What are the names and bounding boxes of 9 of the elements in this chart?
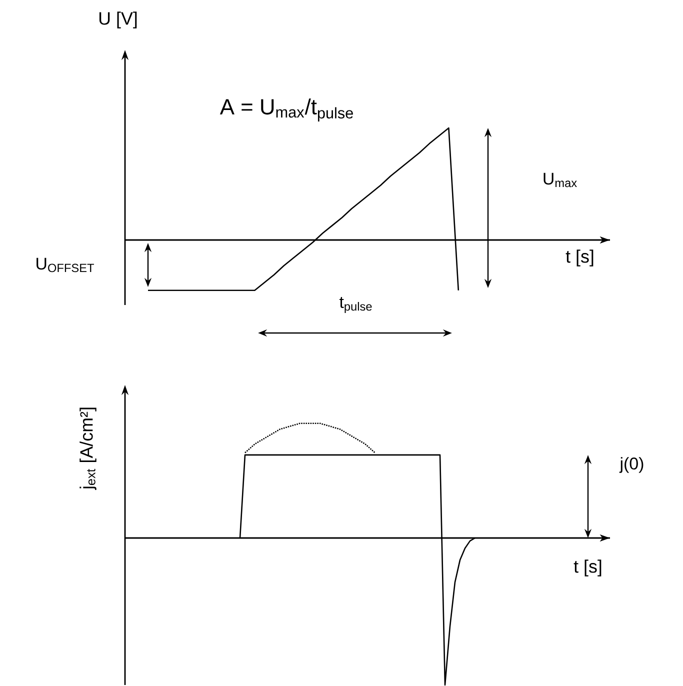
text: U$_{max}$ — [544, 172, 577, 188]
x-axis-title: t [s] — [566, 250, 594, 266]
text: t$_{pulse}$ — [339, 296, 372, 314]
text: A = U$_{max}$/t$_{pulse}$ — [220, 98, 353, 122]
y-axis-title: j$_{ext}$ [A/cm²] — [80, 408, 96, 490]
text: j(0) — [619, 457, 644, 473]
x-axis-title: t [s] — [574, 560, 602, 576]
y-axis-title: U [V] — [99, 12, 137, 28]
text: U$_{OFFSET}$ — [36, 258, 94, 272]
